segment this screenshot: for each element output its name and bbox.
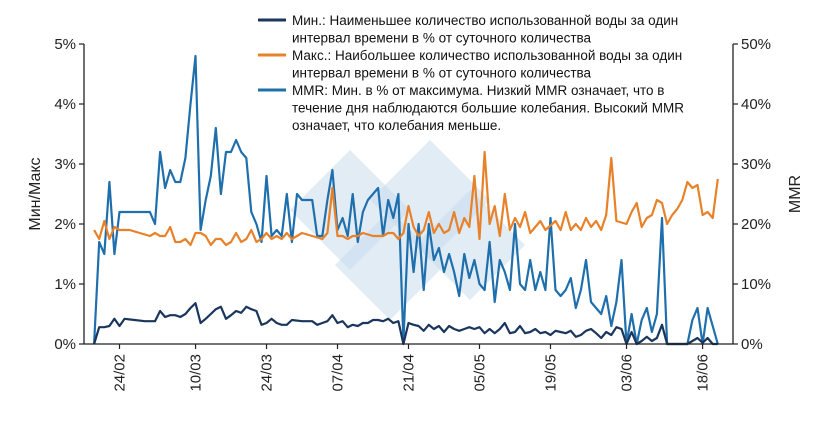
right-y-tick-label: 50% <box>741 36 771 53</box>
left-y-tick-label: 3% <box>54 156 76 173</box>
left-y-tick-label: 2% <box>54 216 76 233</box>
right-y-tick-label: 20% <box>741 216 771 233</box>
series-layer <box>93 54 719 346</box>
x-tick-label: 03/06 <box>619 354 636 392</box>
left-y-tick-label: 5% <box>54 36 76 53</box>
x-tick-label: 10/03 <box>188 354 205 392</box>
legend: Мин.: Наименьшее количество использованн… <box>258 13 684 133</box>
left-y-tick-label: 4% <box>54 96 76 113</box>
legend-entry: Мин.: Наименьшее количество использованн… <box>292 13 678 46</box>
right-y-tick-label: 10% <box>741 276 771 293</box>
left-y-tick-label: 1% <box>54 276 76 293</box>
min-series-line <box>93 302 718 346</box>
left-axis-title: Мин/Макс <box>27 157 44 230</box>
x-tick-label: 18/06 <box>695 354 712 392</box>
legend-entry: MMR: Мин. в % от максимума. Низкий MMR о… <box>292 83 684 133</box>
max-series-line <box>93 150 719 247</box>
right-y-tick-label: 30% <box>741 156 771 173</box>
left-y-tick-label: 0% <box>54 336 76 353</box>
right-y-tick-label: 40% <box>741 96 771 113</box>
x-tick-label: 24/03 <box>259 354 276 392</box>
right-axis-title: MMR <box>787 175 804 213</box>
legend-entry: Макс.: Наибольшее количество использован… <box>292 48 682 81</box>
x-tick-label: 21/04 <box>401 354 418 392</box>
x-tick-label: 05/05 <box>471 354 488 392</box>
x-tick-label: 19/05 <box>542 354 559 392</box>
x-tick-label: 07/04 <box>330 354 347 392</box>
ticks-layer: 0% 1% 2% 3% 4% 5% 0% 10% 20% 30% 40% 50% 24/02 10/03 2… <box>54 36 771 392</box>
right-y-tick-label: 0% <box>741 336 763 353</box>
x-tick-label: 24/02 <box>111 354 128 392</box>
mmr-series-line <box>93 54 719 346</box>
